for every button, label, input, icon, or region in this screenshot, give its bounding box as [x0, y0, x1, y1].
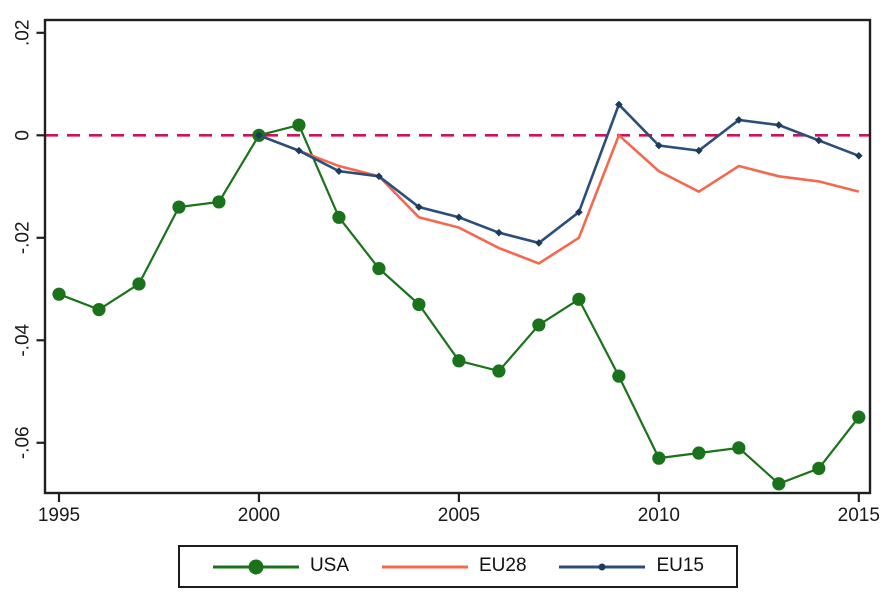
x-tick-label: 2000 [238, 505, 280, 526]
x-tick-label: 1995 [38, 505, 80, 526]
y-tick-label: .02 [13, 20, 34, 46]
data-point-eu15 [335, 167, 343, 175]
legend-item-usa: USA [212, 556, 349, 577]
legend: USA EU28 EU15 [178, 545, 738, 588]
legend-label-eu15: EU15 [656, 555, 704, 576]
data-point-usa [452, 354, 466, 368]
x-tick-label: 2010 [638, 505, 680, 526]
x-tick-label: 2015 [838, 505, 880, 526]
data-point-eu15 [295, 146, 303, 155]
legend-label-usa: USA [309, 555, 350, 576]
data-point-usa [132, 277, 146, 291]
y-tick-label: -.04 [13, 323, 34, 356]
data-point-eu15 [575, 208, 583, 216]
series-usa [52, 118, 866, 491]
data-point-usa [692, 446, 706, 460]
data-point-eu15 [535, 239, 543, 247]
data-point-eu15 [495, 228, 503, 237]
data-point-usa [412, 297, 426, 312]
data-point-eu15 [695, 146, 703, 155]
legend-item-eu15: EU15 [558, 556, 704, 577]
data-point-usa [652, 451, 666, 465]
data-point-usa [212, 195, 226, 209]
data-point-eu15 [855, 152, 863, 160]
plot-border [43, 18, 872, 495]
data-point-eu15 [655, 141, 663, 150]
data-point-usa [52, 287, 66, 301]
legend-label-eu28: EU28 [478, 555, 527, 576]
data-point-eu15 [255, 131, 263, 140]
data-point-usa [812, 461, 826, 476]
data-point-usa [612, 369, 626, 383]
data-point-eu15 [415, 203, 423, 211]
y-tick-label: -.02 [13, 221, 34, 254]
x-tick-label: 2005 [438, 505, 480, 526]
data-point-usa [732, 441, 746, 455]
data-point-usa [772, 477, 786, 491]
y-tick-label: -.06 [13, 426, 34, 459]
data-point-usa [852, 410, 866, 424]
usa-line-swatch [212, 559, 299, 574]
series-eu15 [255, 100, 863, 247]
data-point-usa [492, 364, 506, 378]
data-point-usa [332, 210, 346, 224]
series-eu28 [258, 133, 860, 265]
y-tick-label: 0 [13, 130, 34, 141]
data-point-usa [532, 318, 546, 332]
legend-item-eu28: EU28 [381, 556, 527, 577]
data-point-eu15 [375, 172, 383, 181]
series-line-eu15 [258, 102, 860, 245]
data-point-usa [572, 292, 586, 306]
data-point-eu15 [735, 116, 743, 124]
data-point-eu15 [775, 121, 783, 129]
data-point-usa [92, 302, 106, 317]
series-line-usa [58, 123, 860, 486]
eu15-line-swatch [559, 563, 646, 570]
series-line-eu28 [258, 133, 860, 265]
data-point-eu15 [815, 136, 823, 145]
data-point-usa [172, 200, 186, 214]
data-point-usa [372, 261, 386, 276]
data-point-usa [292, 118, 306, 132]
data-point-eu15 [455, 213, 463, 222]
eu28-line-swatch [381, 565, 468, 568]
data-point-eu15 [615, 100, 623, 109]
